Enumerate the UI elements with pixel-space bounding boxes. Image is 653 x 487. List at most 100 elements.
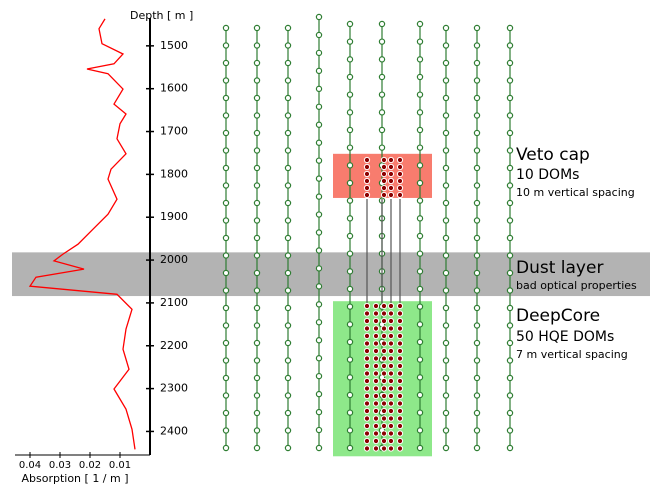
dom	[222, 164, 230, 172]
dom	[315, 13, 323, 21]
dom	[473, 427, 481, 434]
dom	[346, 303, 354, 310]
hqe-dom	[396, 385, 404, 392]
dom	[442, 112, 450, 119]
hqe-dom	[380, 177, 388, 185]
dom	[346, 91, 354, 98]
dom	[284, 164, 292, 172]
dom	[506, 374, 514, 382]
dom	[222, 392, 230, 399]
dom	[253, 444, 261, 452]
hqe-dom	[363, 184, 371, 192]
hqe-dom	[396, 332, 404, 340]
dom	[315, 247, 323, 254]
dom	[346, 109, 354, 116]
dom	[315, 49, 323, 57]
hqe-dom	[372, 317, 380, 325]
dom	[315, 301, 323, 308]
hqe-dom	[387, 340, 395, 347]
dom	[416, 126, 424, 134]
dom	[346, 356, 354, 363]
region-label: Dust layer	[516, 258, 603, 278]
absorption-line	[28, 18, 136, 450]
hqe-dom	[363, 415, 371, 422]
dom	[506, 199, 514, 207]
hqe-dom	[396, 400, 404, 407]
hqe-dom	[380, 302, 388, 310]
dom	[222, 269, 230, 277]
dom	[253, 24, 261, 32]
hqe-dom	[380, 170, 388, 178]
y-tick-label: 1600	[160, 82, 188, 95]
dom	[416, 250, 424, 257]
dom	[222, 409, 230, 417]
dom	[284, 444, 292, 452]
dom	[253, 94, 261, 102]
dom	[473, 42, 481, 49]
hqe-dom	[380, 310, 388, 317]
hqe-dom	[380, 362, 388, 370]
hqe-dom	[363, 347, 371, 355]
dom	[346, 232, 354, 240]
dom	[346, 268, 354, 275]
hqe-dom	[363, 385, 371, 392]
dom	[506, 164, 514, 172]
hqe-dom	[387, 177, 395, 185]
dom	[416, 162, 424, 169]
dom	[506, 42, 514, 49]
hqe-dom	[380, 392, 388, 400]
x-axis-label: Absorption [ 1 / m ]	[21, 472, 128, 485]
hqe-dom	[372, 332, 380, 340]
hqe-dom	[363, 377, 371, 385]
dom	[442, 322, 450, 329]
dom	[416, 56, 424, 63]
dom	[284, 199, 292, 207]
hqe-dom	[387, 445, 395, 452]
dom	[506, 269, 514, 277]
hqe-dom	[387, 355, 395, 362]
hqe-dom	[363, 340, 371, 347]
dom	[222, 374, 230, 382]
dom	[346, 38, 354, 45]
y-tick-label: 2000	[160, 253, 188, 266]
hqe-dom	[387, 415, 395, 422]
hqe-dom	[396, 445, 404, 452]
hqe-dom	[363, 400, 371, 407]
dom	[284, 24, 292, 32]
hqe-dom	[363, 170, 371, 178]
dom	[222, 322, 230, 329]
hqe-dom	[372, 430, 380, 437]
hqe-dom	[396, 407, 404, 415]
dom	[506, 357, 514, 364]
hqe-dom	[396, 392, 404, 400]
hqe-dom	[387, 184, 395, 192]
dom	[222, 147, 230, 154]
dom	[416, 109, 424, 116]
dom	[473, 234, 481, 242]
dom	[442, 444, 450, 452]
hqe-dom	[396, 170, 404, 178]
hqe-dom	[363, 332, 371, 340]
dom	[284, 322, 292, 329]
dom	[346, 126, 354, 134]
hqe-dom	[363, 422, 371, 430]
hqe-dom	[396, 362, 404, 370]
dom	[315, 121, 323, 128]
dom	[473, 24, 481, 32]
dom	[253, 42, 261, 49]
dom	[253, 427, 261, 434]
dom	[506, 129, 514, 137]
dom	[506, 444, 514, 452]
dom	[416, 179, 424, 187]
dom	[416, 144, 424, 151]
dom	[442, 217, 450, 224]
dom	[416, 391, 424, 399]
dom	[442, 199, 450, 207]
dom	[473, 269, 481, 277]
hqe-dom	[387, 170, 395, 178]
dom	[253, 357, 261, 364]
dom	[253, 199, 261, 207]
dom	[416, 444, 424, 452]
dom	[253, 392, 261, 399]
hqe-dom	[372, 385, 380, 392]
